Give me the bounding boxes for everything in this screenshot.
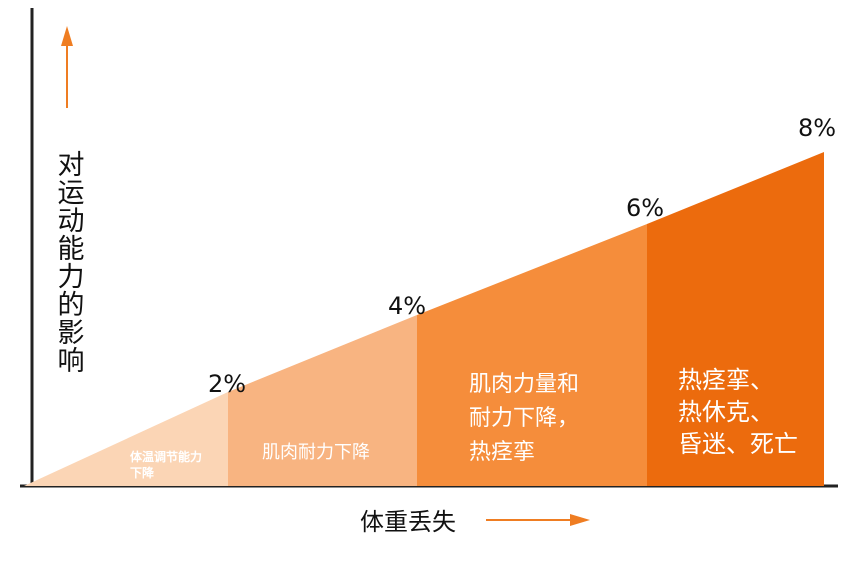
x-axis-label: 体重丢失 (360, 508, 456, 536)
stage-effect-4pct-line: 肌肉耐力下降 (262, 442, 370, 463)
stage-effect-8pct-line: 热休克、 (678, 398, 774, 426)
stage-effect-2pct-line: 体温调节能力 (130, 449, 202, 464)
y-axis-arrow-icon (61, 26, 73, 108)
stage-effect-2pct-line: 下降 (130, 465, 155, 480)
stage-percent-label-4: 4% (388, 292, 426, 320)
stage-effect-6pct-line: 肌肉力量和 (469, 372, 579, 397)
stage-effect-4pct: 肌肉耐力下降 (262, 442, 370, 463)
stage-effect-6pct-line: 热痉挛 (469, 440, 535, 465)
stage-band-8pct (647, 152, 824, 486)
stage-percent-label-8: 8% (798, 114, 836, 142)
stage-band-6pct (417, 224, 647, 486)
stage-effect-8pct-line: 昏迷、死亡 (678, 430, 798, 458)
stage-band-2pct (24, 392, 228, 486)
x-axis-arrow-icon (486, 514, 590, 526)
stage-percent-label-2: 2% (208, 370, 246, 398)
y-axis-label: 对运动能力的影响 (53, 150, 85, 374)
stage-effect-6pct: 肌肉力量和 耐力下降， 热痉挛 (469, 372, 586, 465)
stage-effect-8pct: 热痉挛、 热休克、 昏迷、死亡 (678, 366, 798, 458)
stage-effect-6pct-line: 耐力下降， (469, 406, 579, 431)
stage-effect-8pct-line: 热痉挛、 (678, 366, 774, 394)
stage-percent-label-6: 6% (626, 194, 664, 222)
stage-bands (24, 152, 824, 486)
stage-band-4pct (228, 315, 417, 486)
stage-effect-2pct: 体温调节能力 下降 (130, 449, 206, 480)
